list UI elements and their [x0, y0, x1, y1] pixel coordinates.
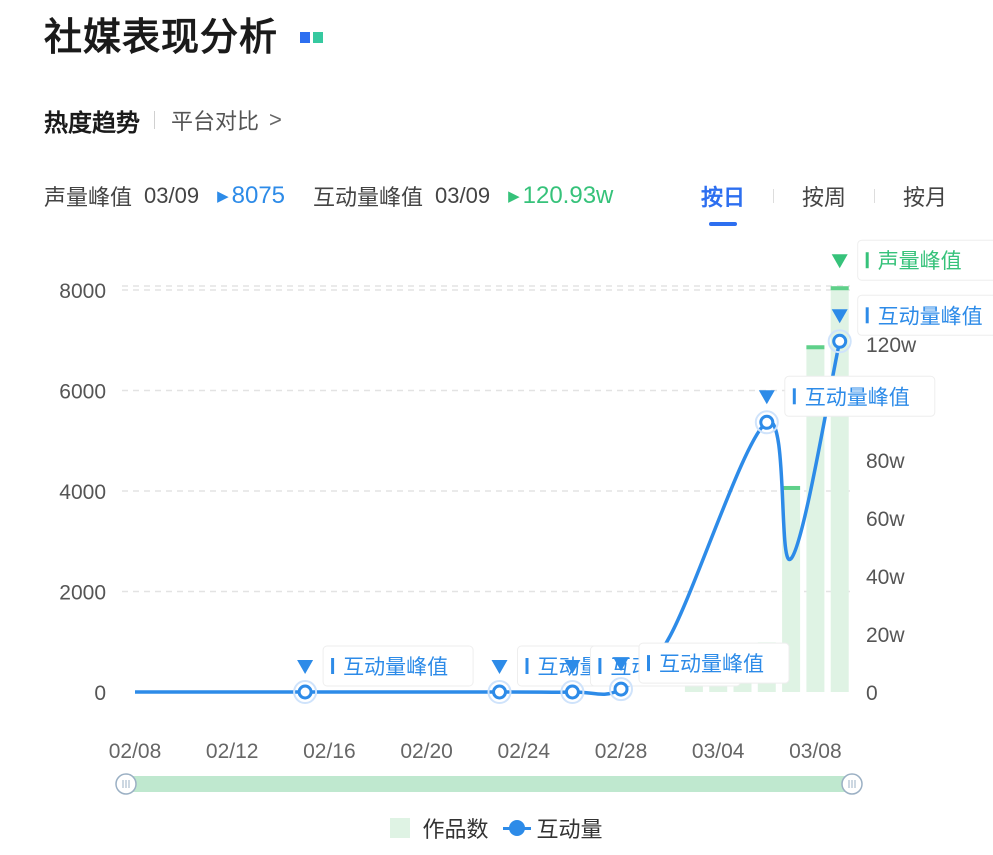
- chart-legend: 作品数 互动量: [0, 812, 993, 844]
- interact-peak-date: 03/09: [435, 183, 491, 208]
- annotation-label: 互动量峰值: [343, 656, 448, 679]
- annotation-label: 互动量峰值: [659, 653, 764, 676]
- bar-works: [806, 345, 825, 692]
- annotation-box: [857, 294, 993, 336]
- zoom-range: [128, 776, 850, 792]
- legend-label-works: 作品数: [422, 817, 489, 842]
- peak-stats: 声量峰值 03/09 ▶ 8075 互动量峰值 03/09 ▶ 120.93w: [44, 178, 613, 214]
- point-interactions: [613, 681, 629, 697]
- point-halo: [754, 410, 779, 435]
- voice-peak-date: 03/09: [144, 183, 200, 208]
- pin-icon: [297, 660, 314, 674]
- legend-item-works[interactable]: 作品数: [390, 812, 489, 844]
- tab-heat-trend[interactable]: 热度趋势: [44, 109, 140, 137]
- triangle-right-icon: ▶: [217, 188, 229, 205]
- legend-item-interactions[interactable]: 互动量: [502, 812, 603, 844]
- y-left-tick-label: 6000: [59, 381, 106, 404]
- legend-label-interactions: 互动量: [536, 817, 603, 842]
- x-tick-label: 02/24: [498, 740, 551, 763]
- annotation-bar: [792, 388, 796, 405]
- x-tick-label: 02/28: [595, 740, 648, 763]
- tab-by-month[interactable]: 按月: [902, 185, 947, 210]
- annotation-bar: [331, 658, 335, 674]
- annotation-box: [638, 642, 790, 684]
- point-halo: [293, 680, 318, 704]
- annotation-box: [857, 239, 993, 281]
- y-left-tick-label: 4000: [59, 481, 106, 504]
- y-right-tick-label: 40w: [866, 566, 905, 589]
- y-left-tick-label: 8000: [59, 280, 106, 303]
- point-interactions: [492, 684, 507, 700]
- triangle-right-icon: ▶: [508, 188, 520, 205]
- interact-peak-label: 互动量峰值: [313, 185, 424, 210]
- page-title: 社媒表现分析: [44, 17, 279, 59]
- x-tick-label: 02/16: [303, 740, 356, 763]
- annotation-label: 声量峰值: [878, 250, 962, 273]
- x-tick-label: 03/08: [789, 740, 842, 763]
- x-tick-label: 02/20: [400, 740, 453, 763]
- x-tick-label: 03/04: [692, 740, 745, 763]
- pin-icon: [831, 254, 848, 269]
- annotation-bar: [865, 307, 869, 324]
- annotation-bar: [865, 252, 869, 269]
- legend-swatch-bar: [390, 818, 411, 838]
- pin-icon: [564, 660, 581, 674]
- pin-icon: [758, 390, 775, 405]
- x-tick-label: 02/08: [109, 740, 162, 763]
- bar-top-works: [782, 485, 801, 490]
- annotation-box: [784, 375, 936, 417]
- granularity-tabs: 按日 按周 按月: [701, 178, 947, 226]
- voice-peak-value: 8075: [231, 182, 286, 209]
- y-right-tick-label: 20w: [866, 624, 905, 647]
- chevron-right-icon[interactable]: >: [269, 107, 282, 132]
- point-halo: [827, 329, 852, 354]
- y-right-tick-label: 80w: [866, 450, 905, 473]
- point-interactions: [564, 684, 580, 700]
- bar-top-works: [830, 286, 849, 291]
- bar-top-works: [806, 345, 825, 350]
- y-left-tick-label: 2000: [59, 582, 106, 605]
- y-left-tick-label: 0: [94, 682, 106, 705]
- pin-icon: [613, 657, 629, 672]
- trend-chart: 0 2000 4000 6000 8000 0 20w 40w 60w 80w 120w 02/08 0…: [59, 239, 993, 795]
- point-interactions: [832, 333, 848, 349]
- annotation-box: [322, 645, 474, 687]
- y-right-tick-label: 60w: [866, 508, 905, 531]
- line-interactions: [135, 340, 842, 696]
- subnav-divider: [154, 111, 155, 129]
- interact-peak-value: 120.93w: [522, 182, 614, 209]
- point-halo: [560, 680, 585, 704]
- annotation-label: 互动量峰值: [805, 386, 910, 409]
- point-interactions: [759, 414, 775, 430]
- sub-navigation: 热度趋势 平台对比 >: [44, 102, 282, 138]
- title-decoration-icon: [300, 30, 326, 48]
- tab-by-day[interactable]: 按日: [701, 180, 745, 226]
- bar-works: [782, 485, 801, 692]
- legend-swatch-line: [502, 820, 531, 836]
- point-halo: [487, 680, 512, 704]
- tab-by-week[interactable]: 按周: [801, 185, 846, 210]
- annotation-bar: [598, 658, 602, 674]
- annotation-bar: [647, 655, 650, 672]
- y-right-tick-label: 120w: [866, 334, 917, 357]
- voice-peak-label: 声量峰值: [44, 185, 133, 210]
- x-tick-label: 02/12: [206, 740, 259, 763]
- y-right-tick-label: 0: [866, 682, 878, 705]
- pin-icon: [491, 660, 508, 674]
- tab-platform-compare[interactable]: 平台对比: [171, 109, 260, 134]
- annotation-bar: [525, 658, 529, 674]
- pin-icon: [831, 309, 848, 324]
- point-interactions: [297, 684, 313, 700]
- point-halo: [609, 677, 633, 702]
- annotation-label: 互动量峰值: [878, 305, 983, 328]
